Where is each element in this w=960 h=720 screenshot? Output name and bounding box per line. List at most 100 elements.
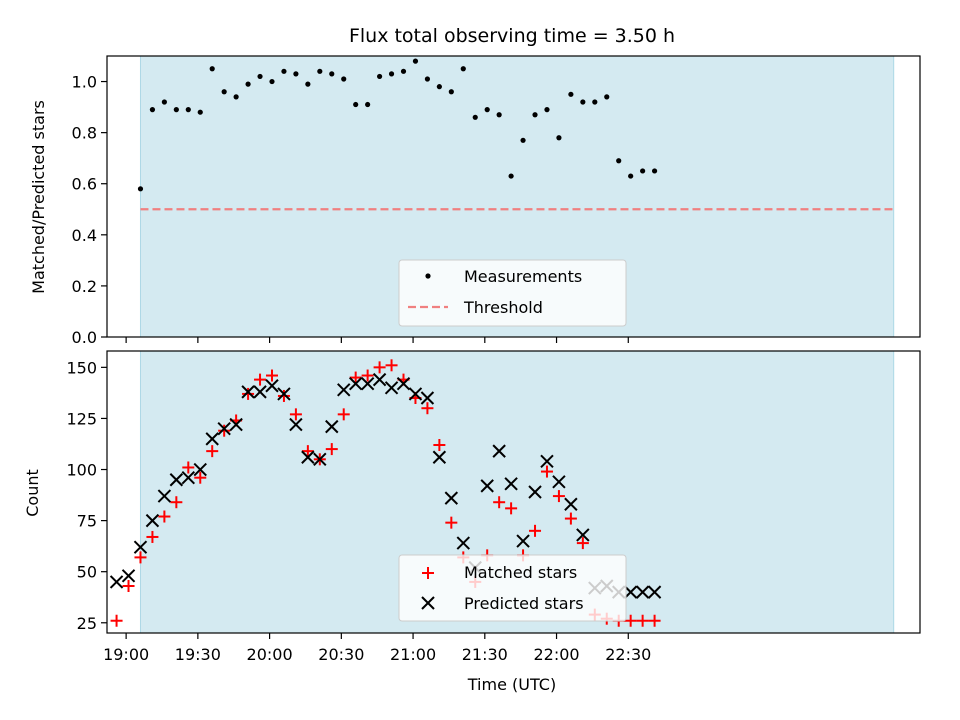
matched-star-point	[206, 445, 219, 458]
matched-star-point	[170, 496, 183, 509]
matched-star-point	[301, 445, 314, 458]
measurement-point	[484, 107, 490, 113]
predicted-star-point	[121, 569, 136, 583]
matched-star-point	[325, 443, 338, 456]
predicted-star-point-b	[313, 452, 327, 467]
predicted-star-point	[384, 381, 399, 395]
measurement-point	[293, 71, 299, 77]
predicted-star-point-b	[253, 385, 267, 399]
measurement-point	[185, 107, 191, 113]
measurement-point	[532, 112, 538, 118]
matched-star-point	[254, 373, 267, 386]
matched-star-point	[493, 496, 506, 509]
matched-star-point	[182, 461, 195, 474]
predicted-star-point-b	[647, 585, 662, 599]
bottom-y-axis-label: Count	[23, 469, 42, 517]
predicted-star-point	[420, 391, 435, 405]
predicted-star-point-b	[229, 417, 243, 432]
matched-star-point	[385, 359, 398, 372]
measurements-legend-label: Measurements	[464, 267, 582, 286]
predicted-star-point	[528, 485, 542, 499]
predicted-star-point	[205, 432, 219, 446]
predicted-star-point-b	[325, 419, 339, 434]
predicted-star-point-b	[157, 489, 172, 503]
predicted-star-point	[552, 475, 566, 489]
measurement-point	[257, 73, 263, 80]
measurement-point	[400, 68, 407, 74]
matched-legend-label: Matched stars	[464, 563, 577, 582]
matched-star-point	[529, 524, 542, 537]
predicted-star-point-b	[337, 383, 351, 397]
predicted-star-point-b	[372, 372, 387, 387]
measurement-point	[329, 71, 335, 77]
predicted-star-point-b	[181, 470, 196, 485]
measurement-point	[568, 91, 574, 97]
measurement-point	[616, 158, 622, 164]
y-tick-label: 150	[66, 358, 97, 377]
predicted-star-point	[564, 497, 578, 511]
predicted-star-point	[635, 585, 650, 599]
predicted-star-point-b	[492, 444, 506, 458]
predicted-star-point-b	[360, 376, 375, 391]
measurement-point	[520, 137, 526, 143]
matched-legend-marker	[422, 567, 434, 579]
predicted-star-point-b	[241, 385, 255, 399]
measurement-point	[604, 94, 610, 100]
axes-frame	[106, 350, 921, 634]
measurement-point	[149, 107, 156, 113]
measurement-point	[424, 76, 431, 82]
x-tick-label: 19:30	[175, 645, 221, 664]
matched-star-point	[373, 361, 386, 374]
measurement-point	[281, 68, 287, 74]
matched-star-point	[433, 439, 446, 451]
bottom-legend-box	[398, 554, 627, 622]
predicted-star-point	[360, 376, 375, 391]
matched-star-point	[277, 389, 290, 402]
measurement-point	[221, 89, 227, 95]
predicted-star-point-b	[432, 450, 447, 464]
y-tick-label: 50	[77, 563, 97, 582]
predicted-star-point	[504, 477, 518, 491]
threshold-legend-label: Threshold	[463, 298, 543, 317]
predicted-star-point	[372, 372, 387, 387]
measurement-point	[640, 168, 646, 174]
bottom-axes: 25 50 75 100 125 150 19:00 19:30 20:00 20:30 21:00…	[66, 350, 921, 664]
matched-star-point	[134, 551, 147, 564]
y-tick-label: 1.0	[72, 73, 97, 92]
measurement-point	[209, 66, 215, 72]
top-legend: Measurements Threshold	[398, 259, 627, 327]
predicted-star-point-b	[265, 379, 279, 393]
measurement-point	[353, 101, 359, 108]
y-tick-label: 25	[77, 614, 97, 633]
matched-star-point	[505, 502, 518, 515]
predicted-star-point-b	[133, 540, 148, 554]
y-tick-label: 100	[66, 461, 97, 480]
predicted-star-point	[348, 376, 363, 391]
measurement-point	[365, 101, 371, 108]
matched-star-point	[289, 408, 302, 421]
predicted-star-point-b	[384, 381, 399, 395]
predicted-star-point	[133, 540, 148, 554]
matched-star-point	[576, 537, 589, 550]
y-tick-label: 75	[77, 512, 97, 531]
matched-star-point	[122, 580, 135, 592]
predicted-star-point	[492, 444, 506, 458]
matched-star-point	[421, 402, 434, 415]
measurement-point	[412, 58, 419, 64]
matched-star-point	[624, 614, 637, 627]
matched-star-point	[158, 510, 171, 523]
predicted-star-point	[253, 385, 267, 399]
measurement-point	[472, 114, 478, 120]
predicted-star-point-b	[635, 585, 650, 599]
predicted-star-point	[396, 376, 411, 391]
predicted-star-point	[289, 417, 303, 432]
x-tick-label: 19:00	[103, 645, 149, 664]
predicted-star-point	[229, 417, 243, 432]
measurement-point	[628, 173, 634, 179]
top-legend-box	[398, 259, 627, 327]
y-tick-label: 0.4	[72, 226, 97, 245]
predicted-star-point	[480, 479, 494, 493]
predicted-star-point-b	[277, 387, 291, 401]
predicted-star-point	[408, 387, 423, 401]
predicted-star-point-b	[528, 485, 542, 499]
